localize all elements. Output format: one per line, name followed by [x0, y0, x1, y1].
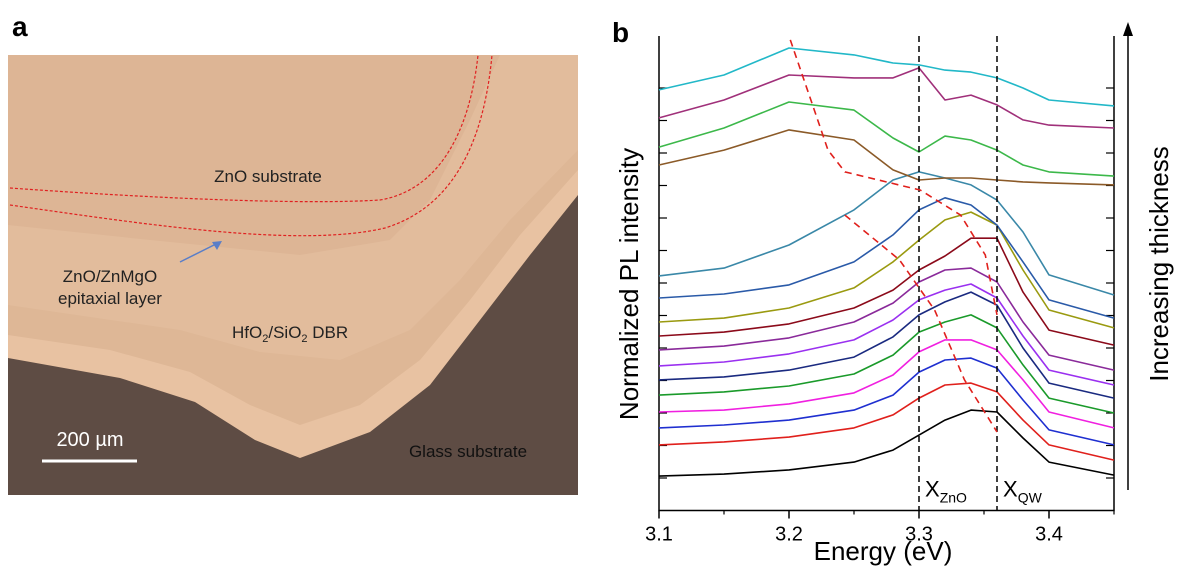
arrow-head: [212, 241, 222, 250]
spectrum-line: [658, 67, 1115, 129]
dbr-part: DBR: [308, 323, 349, 342]
pointer-arrow: [179, 241, 221, 263]
dbr-sub: 2: [301, 333, 307, 345]
spectrum-line: [658, 267, 1115, 371]
dbr-part: HfO: [232, 323, 262, 342]
spectrum-line: [658, 314, 1115, 414]
spectrum-line: [658, 291, 1115, 399]
dbr-part: /SiO: [268, 323, 301, 342]
spectrum-line: [658, 171, 1115, 296]
reference-label-main: X: [1003, 477, 1018, 502]
panel-label: b: [612, 17, 629, 48]
spectrum-line: [658, 237, 1115, 346]
spectrum-line: [658, 197, 1115, 319]
spectrum-line: [658, 211, 1115, 329]
x-tick-label: 3.2: [775, 524, 803, 546]
reference-label-sub: ZnO: [940, 490, 967, 506]
spectrum-line: [658, 129, 1115, 186]
panel-label: a: [12, 11, 28, 42]
y-axis-label: Normalized PL intensity: [614, 148, 644, 420]
boundary-line: [9, 54, 493, 237]
dbr-label: HfO2/SiO2 DBR: [232, 323, 348, 345]
dbr-sub: 2: [262, 333, 268, 345]
guide-line: [844, 214, 998, 433]
guide-line: [789, 39, 998, 316]
boundary-line: [9, 54, 479, 203]
x-tick-label: 3.3: [905, 524, 933, 546]
reference-label-sub: QW: [1018, 490, 1043, 506]
reference-label: XQW: [1003, 477, 1043, 506]
x-tick-label: 3.4: [1035, 524, 1063, 546]
axis-frame: [658, 36, 1115, 512]
epi-label: epitaxial layer: [58, 289, 162, 308]
spectrum-line: [658, 283, 1115, 386]
x-axis-label: Energy (eV): [814, 536, 953, 566]
substrate-region: [8, 55, 500, 255]
right-label: Increasing thickness: [1144, 146, 1174, 382]
reference-label-main: X: [925, 477, 940, 502]
reference-label: XZnO: [925, 477, 967, 506]
spectrum-line: [658, 47, 1115, 107]
glass-label: Glass substrate: [409, 442, 527, 461]
spectrum-line: [658, 101, 1115, 177]
epi-label: ZnO/ZnMgO: [63, 267, 157, 286]
spectrum-line: [658, 357, 1115, 446]
spectrum-line: [658, 339, 1115, 429]
spectrum-line: [658, 409, 1115, 477]
micrograph: ZnO substrate ZnO/ZnMgO epitaxial layer …: [8, 54, 578, 495]
x-tick-label: 3.1: [645, 524, 673, 546]
substrate-label: ZnO substrate: [214, 167, 322, 186]
arrow-head: [1123, 22, 1133, 36]
spectrum-line: [658, 382, 1115, 461]
scale-label: 200 µm: [56, 429, 123, 451]
